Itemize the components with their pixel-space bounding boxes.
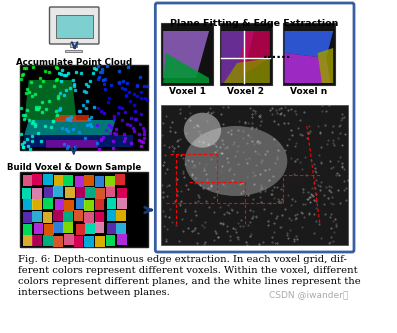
Polygon shape <box>237 31 270 78</box>
Bar <box>105 176 115 187</box>
Bar <box>75 176 84 187</box>
Bar <box>95 236 105 247</box>
Text: intersections between planes.: intersections between planes. <box>18 288 170 297</box>
Bar <box>106 186 116 197</box>
Bar <box>32 199 42 210</box>
Bar <box>107 210 116 221</box>
Polygon shape <box>24 135 133 147</box>
Bar <box>53 210 62 221</box>
Bar <box>23 224 32 235</box>
Bar <box>162 105 348 245</box>
FancyBboxPatch shape <box>155 3 354 252</box>
Polygon shape <box>285 53 331 83</box>
Bar <box>43 174 53 185</box>
Bar <box>42 212 52 223</box>
Bar <box>53 236 62 247</box>
Bar <box>220 23 272 85</box>
Bar <box>283 23 335 85</box>
Text: Accumulate Point Cloud: Accumulate Point Cloud <box>16 58 132 67</box>
Bar <box>94 212 104 223</box>
Bar <box>94 222 104 233</box>
Text: Build Voxel & Down Sample: Build Voxel & Down Sample <box>7 163 141 172</box>
Ellipse shape <box>185 126 287 196</box>
Bar <box>116 223 126 234</box>
Bar <box>64 234 74 245</box>
Bar <box>64 211 73 222</box>
Bar <box>43 235 53 246</box>
Bar <box>20 65 148 150</box>
Bar <box>85 187 94 198</box>
Polygon shape <box>163 31 209 78</box>
Polygon shape <box>318 48 333 83</box>
Polygon shape <box>224 58 270 83</box>
Bar <box>75 224 85 235</box>
Bar <box>75 198 85 209</box>
Text: Voxel 2: Voxel 2 <box>227 87 264 96</box>
Polygon shape <box>24 120 116 135</box>
Bar <box>116 174 125 185</box>
Bar <box>106 235 116 246</box>
Bar <box>75 187 85 198</box>
Bar <box>53 186 62 197</box>
Polygon shape <box>55 115 89 122</box>
Bar <box>23 235 33 246</box>
Bar <box>64 222 73 233</box>
Text: ferent colors represent different voxels. Within the voxel, different: ferent colors represent different voxels… <box>18 266 358 275</box>
Polygon shape <box>46 140 98 148</box>
Polygon shape <box>163 53 209 83</box>
Bar <box>23 199 33 210</box>
Bar <box>44 224 54 235</box>
Polygon shape <box>221 31 254 83</box>
Bar <box>84 212 94 223</box>
Bar <box>64 175 73 186</box>
Bar <box>44 187 54 198</box>
Bar <box>32 235 42 246</box>
Bar <box>117 188 127 199</box>
Text: CSDN @iwander。: CSDN @iwander。 <box>269 290 348 299</box>
Text: Fig. 6: Depth-continuous edge extraction. In each voxel grid, dif-: Fig. 6: Depth-continuous edge extraction… <box>18 255 347 264</box>
Bar <box>84 236 94 247</box>
Bar <box>53 222 62 233</box>
Bar <box>94 199 104 210</box>
Text: Voxel 1: Voxel 1 <box>169 87 206 96</box>
Bar <box>32 188 42 199</box>
Bar <box>22 188 31 199</box>
Bar <box>74 210 83 221</box>
Bar <box>23 175 32 186</box>
Bar <box>74 236 83 247</box>
Bar <box>32 211 42 222</box>
Bar <box>32 174 42 185</box>
Bar <box>34 223 43 234</box>
Bar <box>55 199 64 210</box>
Text: Plane Fitting & Edge Extraction: Plane Fitting & Edge Extraction <box>170 19 338 28</box>
Bar <box>20 172 148 247</box>
Polygon shape <box>285 31 333 58</box>
Bar <box>64 200 74 211</box>
Bar <box>85 223 94 234</box>
Bar <box>56 15 93 38</box>
Bar <box>117 198 127 209</box>
Bar <box>107 198 116 209</box>
Bar <box>70 42 77 47</box>
Bar <box>54 175 64 186</box>
Bar <box>65 50 83 52</box>
Bar <box>116 210 126 221</box>
Bar <box>94 176 104 187</box>
Bar <box>84 175 94 186</box>
Bar <box>95 188 105 199</box>
Bar <box>84 200 94 211</box>
Bar <box>162 23 214 85</box>
Text: Voxel n: Voxel n <box>290 87 328 96</box>
Ellipse shape <box>184 113 221 148</box>
Bar <box>23 212 32 223</box>
Text: ......: ...... <box>262 49 291 62</box>
Polygon shape <box>24 80 76 120</box>
FancyBboxPatch shape <box>50 7 99 44</box>
Bar <box>117 234 127 245</box>
Text: colors represent different planes, and the white lines represent the: colors represent different planes, and t… <box>18 277 361 286</box>
Bar <box>107 223 116 234</box>
Bar <box>43 198 53 209</box>
Bar <box>65 187 75 198</box>
